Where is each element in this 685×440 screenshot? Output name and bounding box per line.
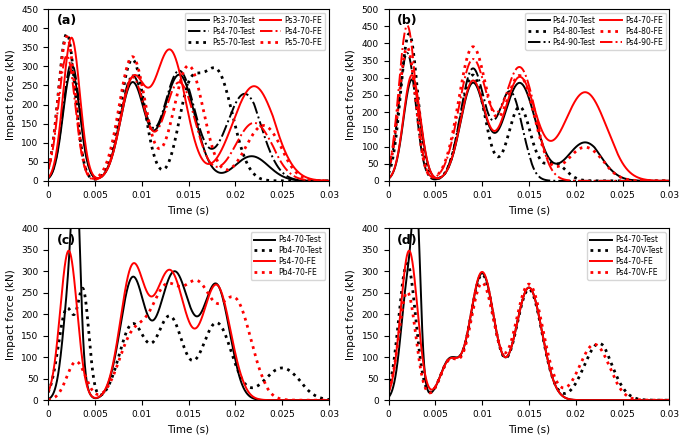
Y-axis label: Impact force (kN): Impact force (kN) — [5, 269, 16, 359]
Y-axis label: Impact force (kN): Impact force (kN) — [5, 50, 16, 140]
Legend: Ps4-70-Test, Ps4-70V-Test, Ps4-70-FE, Ps4-70V-FE: Ps4-70-Test, Ps4-70V-Test, Ps4-70-FE, Ps… — [587, 232, 666, 280]
Legend: Ps4-70-Test, Pb4-70-Test, Ps4-70-FE, Pb4-70-FE: Ps4-70-Test, Pb4-70-Test, Ps4-70-FE, Pb4… — [251, 232, 325, 280]
Y-axis label: Impact force (kN): Impact force (kN) — [346, 50, 356, 140]
X-axis label: Time (s): Time (s) — [167, 425, 210, 434]
Text: (a): (a) — [56, 14, 77, 27]
X-axis label: Time (s): Time (s) — [508, 205, 550, 215]
Legend: Ps3-70-Test, Ps4-70-Test, Ps5-70-Test, Ps3-70-FE, Ps4-70-FE, Ps5-70-FE: Ps3-70-Test, Ps4-70-Test, Ps5-70-Test, P… — [185, 13, 325, 50]
Text: (b): (b) — [397, 14, 418, 27]
Y-axis label: Impact force (kN): Impact force (kN) — [346, 269, 356, 359]
X-axis label: Time (s): Time (s) — [167, 205, 210, 215]
Legend: Ps4-70-Test, Ps4-80-Test, Ps4-90-Test, Ps4-70-FE, Ps4-80-FE, Ps4-90-FE: Ps4-70-Test, Ps4-80-Test, Ps4-90-Test, P… — [525, 13, 666, 50]
X-axis label: Time (s): Time (s) — [508, 425, 550, 434]
Text: (d): (d) — [397, 234, 418, 246]
Text: (c): (c) — [56, 234, 75, 246]
